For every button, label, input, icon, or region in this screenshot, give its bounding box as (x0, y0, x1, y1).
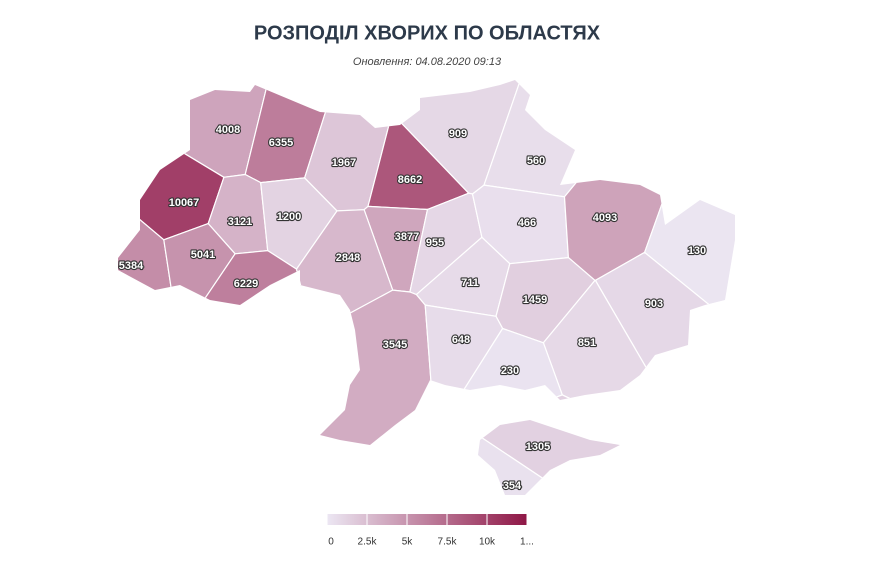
region-label: 3121 (228, 216, 252, 228)
legend-tick-label: 2.5k (358, 537, 378, 548)
region-label: 6229 (234, 278, 258, 290)
region-label: 648 (452, 334, 470, 346)
chart-subtitle: Оновлення: 04.08.2020 09:13 (353, 56, 502, 68)
region-label: 230 (501, 365, 519, 377)
region-label: 5041 (191, 249, 215, 261)
region (118, 80, 289, 178)
region (118, 100, 180, 495)
legend-tick-label: 7.5k (438, 537, 458, 548)
region-label: 955 (426, 237, 444, 249)
region-label: 130 (688, 245, 706, 257)
region (594, 251, 735, 495)
region-label: 3877 (395, 231, 419, 243)
region-label: 2848 (336, 252, 360, 264)
region (142, 249, 314, 495)
region-label: 354 (503, 480, 522, 492)
legend-tick-label: 10k (479, 537, 496, 548)
region-label: 3545 (383, 339, 407, 351)
region-label: 1967 (332, 157, 356, 169)
region (643, 80, 735, 448)
legend-colorbar (327, 514, 527, 525)
region-labels: 4008 6355 1967 8662 909 560 10067 3121 1200 3877 9… (118, 123, 708, 493)
region-label: 466 (518, 217, 536, 229)
region-label: 4093 (593, 212, 617, 224)
legend-tick-label: 5k (402, 537, 414, 548)
region-label: 5384 (119, 260, 144, 272)
region-label: 6355 (269, 137, 293, 149)
legend-tick-label: 0 (328, 537, 334, 548)
region-label: 1459 (523, 294, 547, 306)
region-label: 851 (578, 337, 596, 349)
chart-title: РОЗПОДІЛ ХВОРИХ ПО ОБЛАСТЯХ (254, 22, 601, 44)
region-label: 4008 (216, 124, 240, 136)
region-label: 1200 (277, 211, 301, 223)
region-label: 560 (527, 155, 545, 167)
region-label: 711 (461, 277, 479, 289)
region-label: 1305 (526, 441, 550, 453)
region-label: 10067 (169, 197, 200, 209)
legend: 0 2.5k 5k 7.5k 10k 1... (326, 514, 534, 548)
legend-tick-label: 1... (520, 537, 534, 548)
region-label: 903 (645, 298, 663, 310)
region-label: 8662 (398, 174, 422, 186)
region-label: 909 (449, 128, 467, 140)
